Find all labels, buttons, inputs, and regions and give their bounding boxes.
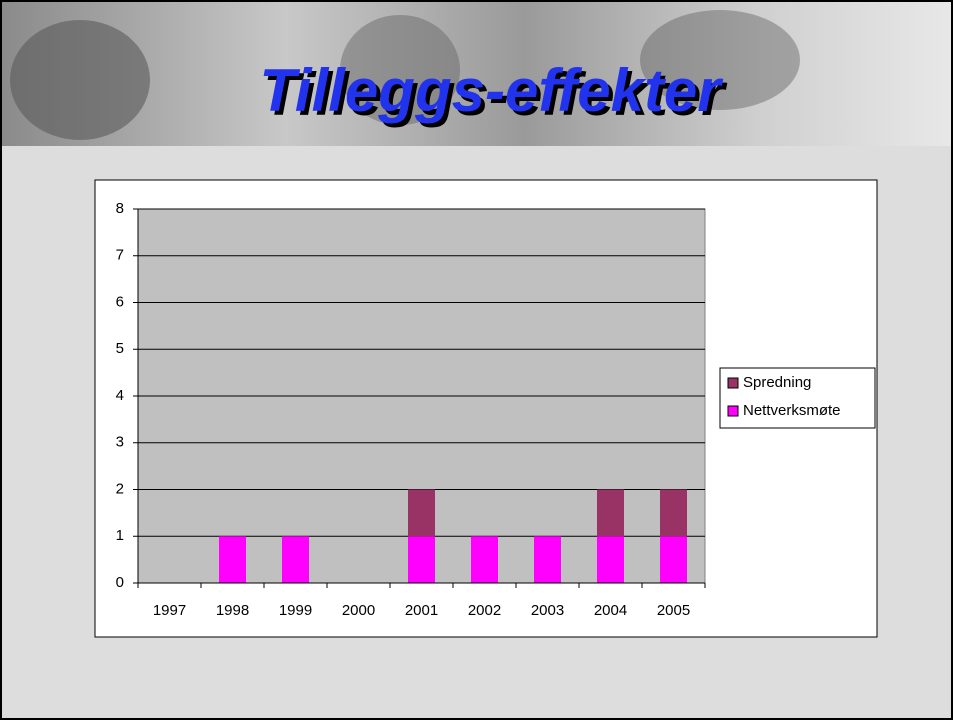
legend-swatch <box>727 377 739 389</box>
bar-segment <box>534 536 561 583</box>
photo-shape <box>10 20 150 140</box>
y-tick-label: 4 <box>116 387 124 404</box>
photo-shape <box>340 15 460 125</box>
bar-segment <box>597 489 624 537</box>
x-tick-label: 2001 <box>405 602 438 619</box>
chart-title: Tilleggs-effekter <box>259 57 724 124</box>
bar-segment <box>408 536 435 583</box>
y-tick-label: 5 <box>116 340 124 357</box>
y-tick-label: 8 <box>116 200 124 217</box>
x-tick-label: 2004 <box>594 602 627 619</box>
photo-shape <box>640 10 800 110</box>
bar-segment <box>282 536 309 583</box>
x-tick-label: 2002 <box>468 602 501 619</box>
y-tick-label: 6 <box>116 293 124 310</box>
bar-segment <box>219 536 246 583</box>
x-tick-label: 2003 <box>531 602 564 619</box>
title-shadow: Tilleggs-effekter <box>263 61 728 128</box>
y-tick-label: 1 <box>116 527 124 544</box>
bar-segment <box>597 536 624 583</box>
legend-swatch <box>727 405 739 417</box>
y-tick-label: 3 <box>116 434 124 451</box>
y-tick-label: 7 <box>116 247 124 264</box>
x-tick-label: 1998 <box>216 602 249 619</box>
legend-label: Nettverksmøte <box>743 402 841 419</box>
header-photo <box>0 0 953 146</box>
x-tick-label: 2000 <box>342 602 375 619</box>
x-tick-label: 1999 <box>279 602 312 619</box>
x-tick-label: 2005 <box>657 602 690 619</box>
legend-label: Spredning <box>743 374 811 391</box>
bar-segment <box>408 489 435 537</box>
bar-segment <box>660 536 687 583</box>
y-tick-label: 2 <box>116 480 124 497</box>
bar-segment <box>471 536 498 583</box>
y-tick-label: 0 <box>116 574 124 591</box>
legend <box>719 367 876 429</box>
bar-segment <box>660 489 687 537</box>
x-tick-label: 1997 <box>153 602 186 619</box>
